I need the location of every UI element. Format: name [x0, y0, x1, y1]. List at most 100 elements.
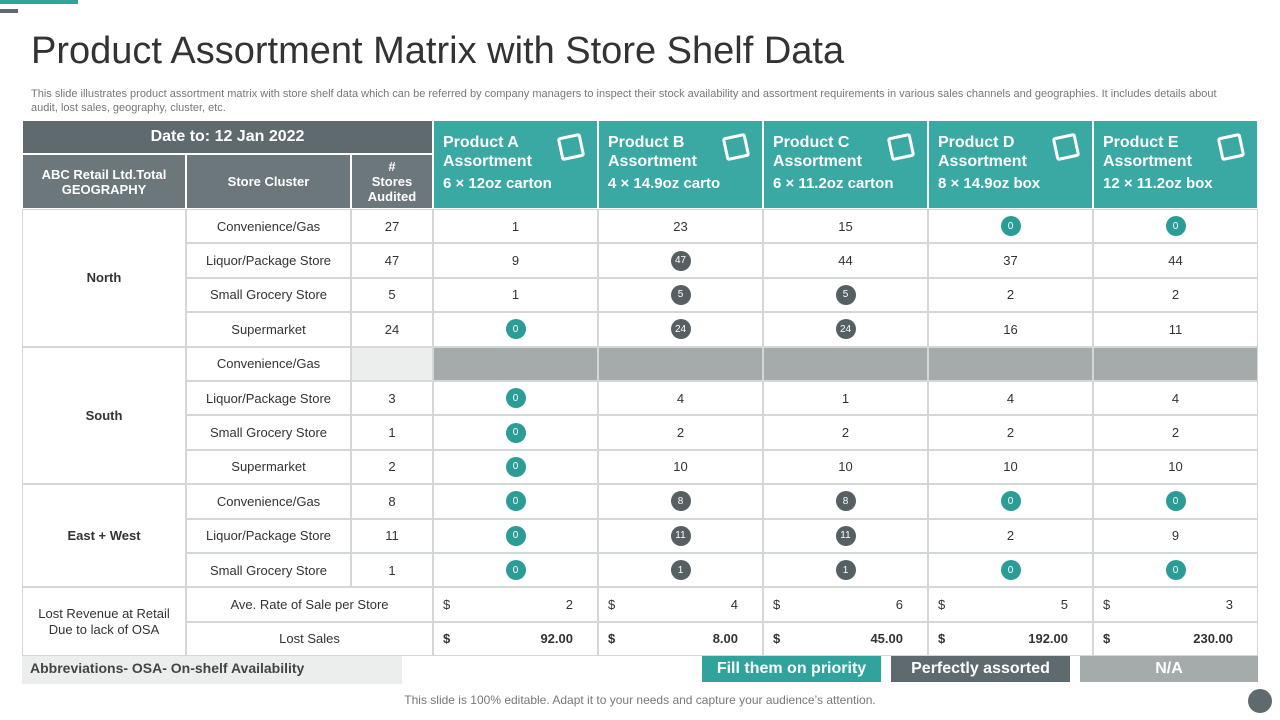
value-cell: 5	[763, 277, 928, 313]
value-cell: 10	[928, 449, 1093, 485]
value-cell: 4	[928, 381, 1093, 416]
revenue-cell: $5	[928, 587, 1093, 622]
value-text: 9	[511, 253, 520, 269]
stores-audited: 47	[351, 243, 433, 278]
store-cluster: Liquor/Package Store	[186, 243, 351, 278]
amount: 192.00	[1028, 631, 1068, 647]
value-cell: 2	[928, 415, 1093, 450]
value-cell: 2	[1093, 415, 1258, 450]
product-pack: 8 × 14.9oz box	[938, 175, 1041, 192]
value-cell: 0	[1093, 209, 1258, 244]
revenue-cell: $92.00	[433, 621, 598, 657]
product-name: Product E Assortment	[1103, 134, 1192, 170]
header-text: Store Cluster	[227, 174, 310, 189]
revenue-cell: $45.00	[763, 621, 928, 657]
value-cell	[763, 346, 928, 381]
value-cell: 2	[763, 415, 928, 450]
stores-audited: 2	[351, 449, 433, 485]
value-cell: 0	[433, 312, 598, 347]
value-text: 11	[1168, 321, 1183, 337]
value-text: 1	[841, 390, 850, 406]
revenue-cell: $3	[1093, 587, 1258, 622]
value-text: 2	[1171, 287, 1180, 303]
value-text: 23	[673, 218, 688, 234]
column-header: # Stores Audited	[351, 154, 433, 209]
value-cell: 1	[433, 277, 598, 313]
value-cell: 11	[763, 518, 928, 553]
value-cell: 1	[598, 553, 763, 588]
status-badge: 47	[670, 250, 691, 271]
value-cell	[928, 346, 1093, 381]
value-cell: 8	[763, 484, 928, 519]
value-cell: 9	[433, 243, 598, 278]
amount: 4	[730, 597, 738, 613]
value-cell: 10	[763, 449, 928, 485]
value-cell: 0	[433, 553, 598, 588]
status-badge: 0	[505, 491, 526, 512]
store-cluster: Convenience/Gas	[186, 484, 351, 519]
value-cell: 0	[433, 449, 598, 485]
revenue-cell: $230.00	[1093, 621, 1258, 657]
revenue-label-text: Lost Revenue at Retail Due to lack of OS…	[38, 605, 170, 637]
stores-audited: 8	[351, 484, 433, 519]
amount: 230.00	[1193, 631, 1233, 647]
product-header: Product B Assortment 4 × 14.9oz carto	[598, 120, 763, 209]
store-cluster: Small Grocery Store	[186, 415, 351, 450]
currency: $	[1103, 631, 1111, 647]
deco-circle	[1248, 689, 1272, 713]
status-badge: 0	[1000, 491, 1021, 512]
product-pack: 6 × 11.2oz carton	[773, 175, 894, 192]
value-text: 2	[1006, 287, 1015, 303]
product-icon	[1051, 132, 1081, 162]
currency: $	[773, 597, 781, 613]
product-name: Product D Assortment	[938, 134, 1027, 170]
value-text: 4	[676, 390, 685, 406]
revenue-cell: $6	[763, 587, 928, 622]
value-cell	[598, 346, 763, 381]
currency: $	[608, 631, 616, 647]
value-cell: 1	[763, 553, 928, 588]
metric: Ave. Rate of Sale per Store	[186, 587, 433, 622]
status-badge: 0	[1165, 216, 1186, 237]
value-cell	[1093, 346, 1258, 381]
column-header: Store Cluster	[186, 154, 351, 209]
status-badge: 0	[1165, 491, 1186, 512]
status-badge: 11	[670, 525, 691, 546]
value-text: 1	[511, 218, 520, 234]
value-cell: 2	[928, 518, 1093, 553]
value-cell: 10	[598, 449, 763, 485]
currency: $	[1103, 597, 1111, 613]
value-text: 2	[1171, 425, 1180, 441]
value-cell: 2	[598, 415, 763, 450]
status-badge: 0	[505, 422, 526, 443]
value-text: 2	[1006, 528, 1015, 544]
abbreviation: Abbreviations- OSA- On-shelf Availabilit…	[22, 656, 402, 684]
stores-audited: 3	[351, 381, 433, 416]
value-text: 37	[1003, 253, 1018, 269]
value-cell: 23	[598, 209, 763, 244]
product-pack: 6 × 12oz carton	[443, 175, 552, 192]
value-text: 10	[838, 459, 853, 475]
value-text: 15	[838, 218, 853, 234]
product-name: Product A Assortment	[443, 134, 532, 170]
store-cluster: Supermarket	[186, 449, 351, 485]
store-cluster: Supermarket	[186, 312, 351, 347]
status-badge: 5	[835, 284, 856, 305]
amount: 92.00	[540, 631, 573, 647]
currency: $	[938, 597, 946, 613]
status-badge: 5	[670, 284, 691, 305]
product-name: Product B Assortment	[608, 134, 697, 170]
revenue-cell: $8.00	[598, 621, 763, 657]
currency: $	[443, 597, 451, 613]
amount: 6	[895, 597, 903, 613]
value-cell: 4	[1093, 381, 1258, 416]
status-badge: 0	[505, 560, 526, 581]
status-badge: 11	[835, 525, 856, 546]
status-badge: 0	[505, 388, 526, 409]
stores-audited: 1	[351, 415, 433, 450]
status-badge: 8	[835, 491, 856, 512]
header-text: # Stores Audited	[367, 159, 417, 204]
value-cell: 2	[928, 277, 1093, 313]
description: This slide illustrates product assortmen…	[31, 88, 1217, 114]
status-badge: 0	[505, 319, 526, 340]
